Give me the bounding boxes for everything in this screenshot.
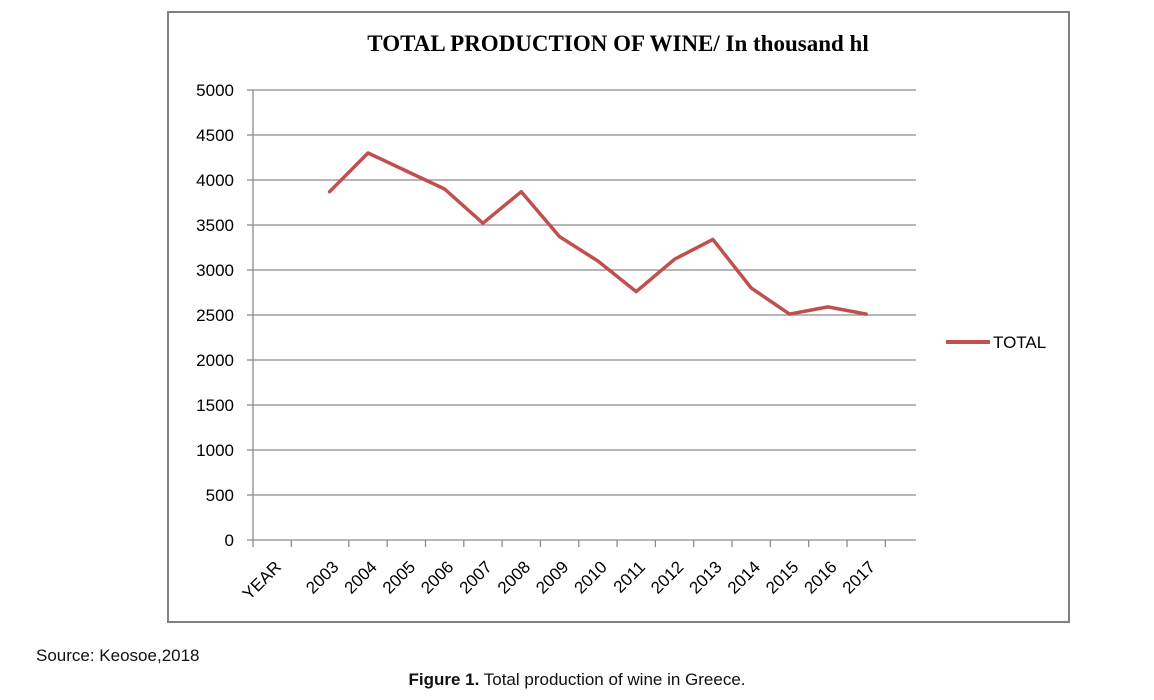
x-tick-label-2011: 2011 [610,557,649,596]
legend-label-total: TOTAL [993,333,1046,352]
x-tick-label-2006: 2006 [417,557,457,597]
chart-title: TOTAL PRODUCTION OF WINE/ In thousand hl [367,31,868,56]
y-tick-label-0: 0 [225,531,234,550]
y-tick-label-3500: 3500 [196,216,234,235]
y-tick-label-1000: 1000 [196,441,234,460]
x-tick-label-2017: 2017 [839,557,879,597]
y-tick-label-4500: 4500 [196,126,234,145]
figure-caption: Figure 1. Total production of wine in Gr… [0,670,1154,690]
y-tick-label-500: 500 [206,486,234,505]
series-line-total [327,151,868,316]
y-tick-label-5000: 5000 [196,81,234,100]
y-tick-label-2500: 2500 [196,306,234,325]
x-tick-label-YEAR: YEAR [239,557,285,603]
figure-caption-label: Figure 1. [408,670,480,689]
source-note: Source: Keosoe,2018 [36,646,200,665]
x-tick-label-2016: 2016 [801,557,841,597]
y-tick-label-4000: 4000 [196,171,234,190]
x-tick-label-2003: 2003 [302,557,342,597]
x-tick-label-2014: 2014 [724,557,764,597]
figure-caption-text: Total production of wine in Greece. [479,670,746,689]
x-tick-label-2010: 2010 [571,557,611,597]
x-tick-label-2004: 2004 [341,557,381,597]
gridlines [253,89,916,496]
x-tick-label-2005: 2005 [379,557,419,597]
series-lines [327,151,868,316]
x-tick-label-2008: 2008 [494,557,534,597]
legend: TOTAL [946,333,1046,352]
y-tick-label-1500: 1500 [196,396,234,415]
x-tick-label-2007: 2007 [456,557,496,597]
chart-frame [167,11,1070,623]
x-tick-label-2012: 2012 [647,557,687,597]
y-tick-label-3000: 3000 [196,261,234,280]
x-tick-label-2013: 2013 [686,557,726,597]
axes [247,89,916,547]
y-axis-tick-labels: 0 500 1000 1500 2000 2500 3000 3500 4000 4500 5000 [196,81,234,550]
x-tick-label-2015: 2015 [762,557,802,597]
x-tick-label-2009: 2009 [532,557,572,597]
y-tick-label-2000: 2000 [196,351,234,370]
